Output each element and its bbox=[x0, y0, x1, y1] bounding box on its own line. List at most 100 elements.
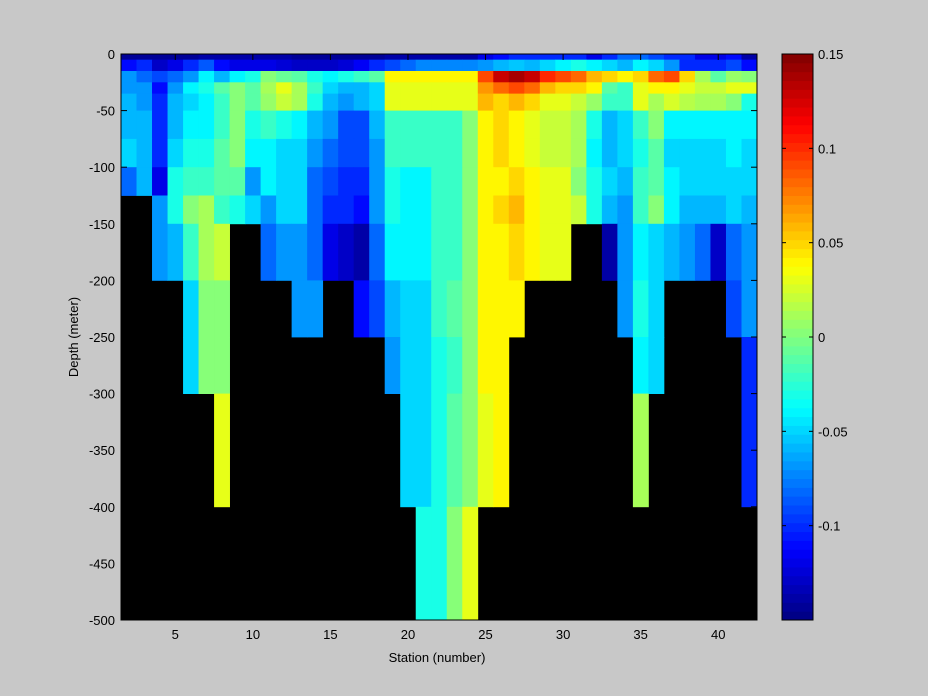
heatmap-cell bbox=[245, 110, 262, 140]
colorbar-swatch bbox=[782, 213, 813, 223]
heatmap-cell bbox=[539, 167, 556, 196]
colorbar-swatch bbox=[782, 168, 813, 179]
colorbar-swatch bbox=[782, 390, 813, 400]
colorbar-swatch bbox=[782, 540, 813, 550]
heatmap-cell bbox=[648, 110, 665, 140]
heatmap-cell bbox=[679, 59, 696, 72]
heatmap-cell bbox=[462, 337, 479, 394]
heatmap-cell bbox=[291, 223, 308, 281]
heatmap-cell bbox=[400, 393, 417, 508]
heatmap-cell bbox=[617, 195, 634, 225]
heatmap-cell bbox=[524, 138, 541, 168]
heatmap-cell bbox=[183, 223, 199, 281]
heatmap-cell bbox=[415, 337, 432, 394]
colorbar-swatch bbox=[782, 566, 813, 577]
colorbar-swatch bbox=[782, 151, 813, 161]
heatmap-cell bbox=[415, 138, 432, 168]
heatmap-cell bbox=[508, 70, 525, 83]
heatmap-cell bbox=[601, 223, 618, 281]
heatmap-cell bbox=[725, 54, 742, 61]
heatmap-cell bbox=[307, 167, 324, 196]
heatmap-cell bbox=[462, 195, 479, 225]
colorbar-swatch bbox=[782, 487, 813, 497]
colorbar-swatch bbox=[782, 443, 813, 453]
heatmap-cell bbox=[152, 195, 168, 225]
heatmap-cell bbox=[539, 70, 556, 83]
heatmap-cell bbox=[679, 82, 696, 95]
heatmap-cell bbox=[214, 70, 230, 83]
heatmap-cell bbox=[694, 54, 711, 61]
heatmap-cell bbox=[214, 138, 230, 168]
heatmap-cell bbox=[725, 138, 742, 168]
heatmap-cell bbox=[152, 223, 168, 281]
heatmap-cell bbox=[632, 223, 649, 281]
heatmap-cell bbox=[493, 110, 510, 140]
heatmap-cell bbox=[276, 110, 293, 140]
heatmap-cell bbox=[663, 93, 680, 111]
heatmap-cell bbox=[508, 195, 525, 225]
heatmap-cell bbox=[245, 93, 262, 111]
heatmap-cell bbox=[245, 70, 262, 83]
heatmap-cell bbox=[679, 110, 696, 140]
colorbar-swatch bbox=[782, 381, 813, 391]
heatmap-cell bbox=[307, 82, 324, 95]
heatmap-cell bbox=[648, 82, 665, 95]
heatmap-cell bbox=[152, 59, 168, 72]
heatmap-cell bbox=[152, 93, 168, 111]
heatmap-cell bbox=[663, 82, 680, 95]
heatmap-cell bbox=[741, 280, 758, 338]
heatmap-cell bbox=[338, 82, 355, 95]
colorbar-swatch bbox=[782, 337, 813, 347]
heatmap-cell bbox=[601, 167, 618, 196]
heatmap-cell bbox=[725, 82, 742, 95]
heatmap-cell bbox=[725, 70, 742, 83]
heatmap-cell bbox=[493, 195, 510, 225]
colorbar-swatch bbox=[782, 124, 813, 135]
heatmap-cell bbox=[369, 138, 386, 168]
heatmap-cell bbox=[710, 59, 727, 72]
heatmap-cell bbox=[198, 110, 215, 140]
heatmap-cell bbox=[245, 138, 262, 168]
heatmap-cell bbox=[260, 110, 277, 140]
heatmap-cell bbox=[276, 82, 293, 95]
heatmap-cell bbox=[229, 59, 246, 72]
heatmap-cell bbox=[400, 195, 417, 225]
heatmap-cell bbox=[214, 110, 230, 140]
heatmap-cell bbox=[136, 138, 153, 168]
colorbar-swatch bbox=[782, 266, 813, 276]
heatmap-cell bbox=[307, 280, 324, 338]
heatmap-cell bbox=[291, 110, 308, 140]
heatmap-cell bbox=[276, 195, 293, 225]
heatmap-cell bbox=[493, 393, 510, 508]
heatmap-cell bbox=[632, 337, 649, 394]
heatmap-cell bbox=[710, 167, 727, 196]
heatmap-cell bbox=[369, 195, 386, 225]
heatmap-cell bbox=[508, 59, 525, 72]
heatmap-cell bbox=[183, 59, 199, 72]
heatmap-cell bbox=[431, 93, 448, 111]
colorbar-swatch bbox=[782, 71, 813, 82]
colorbar-swatch bbox=[782, 522, 813, 533]
heatmap-cell bbox=[369, 110, 386, 140]
heatmap-cell bbox=[632, 167, 649, 196]
heatmap-cell bbox=[353, 59, 370, 72]
x-tick-label: 10 bbox=[246, 627, 260, 642]
heatmap-cell bbox=[601, 110, 618, 140]
heatmap-cell bbox=[136, 93, 153, 111]
colorbar-swatch bbox=[782, 62, 813, 73]
heatmap-cell bbox=[462, 280, 479, 338]
heatmap-cell bbox=[586, 195, 603, 225]
colorbar-swatch bbox=[782, 133, 813, 143]
heatmap-cell bbox=[322, 59, 339, 72]
heatmap-cell bbox=[384, 82, 401, 95]
heatmap-cell bbox=[632, 195, 649, 225]
heatmap-cell bbox=[229, 138, 246, 168]
heatmap-cell bbox=[524, 195, 541, 225]
heatmap-cell bbox=[493, 138, 510, 168]
heatmap-cell bbox=[400, 223, 417, 281]
heatmap-cell bbox=[679, 93, 696, 111]
heatmap-cell bbox=[462, 70, 479, 83]
heatmap-cell bbox=[710, 82, 727, 95]
heatmap-cell bbox=[539, 223, 556, 281]
